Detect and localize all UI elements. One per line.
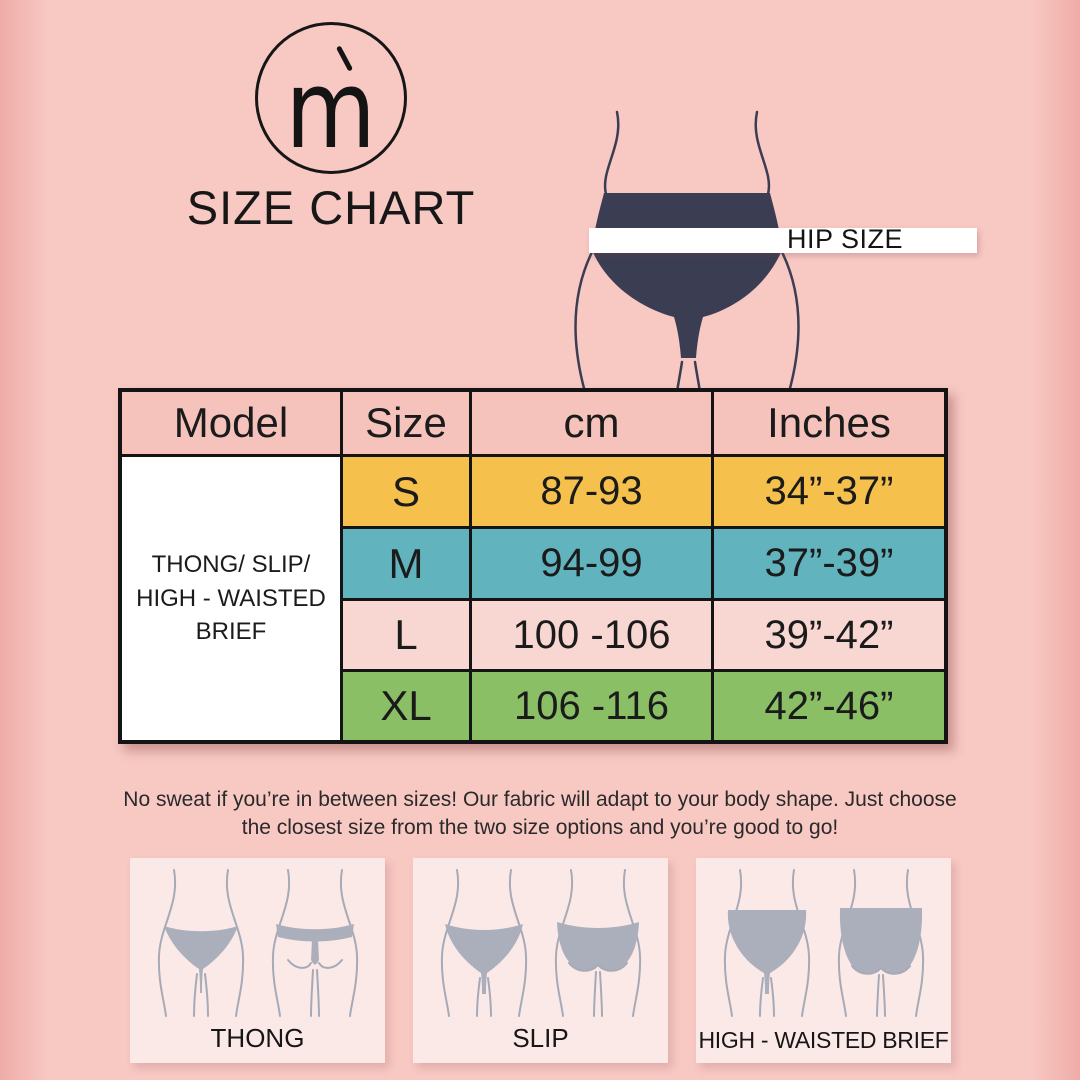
table-header-size: Size bbox=[343, 392, 469, 454]
leg-outline-right bbox=[780, 250, 800, 394]
body-outline-left bbox=[603, 110, 620, 196]
model-cell: THONG/ SLIP/ HIGH - WAISTED BRIEF bbox=[122, 457, 340, 740]
page-title: SIZE CHART bbox=[186, 181, 476, 234]
size-m-cm: 94-99 bbox=[472, 529, 711, 598]
size-l-cm: 100 -106 bbox=[472, 601, 711, 669]
model-line: HIGH - WAISTED bbox=[136, 584, 326, 612]
style-panels: THONG SLIP bbox=[130, 858, 951, 1063]
sizing-note-line1: No sweat if you’re in between sizes! Our… bbox=[123, 788, 957, 811]
size-l-cell: L bbox=[343, 601, 469, 669]
brand-logo: m bbox=[255, 22, 407, 174]
panel-slip: SLIP bbox=[413, 858, 668, 1063]
size-xl-cell: XL bbox=[343, 672, 469, 740]
slip-illustration bbox=[440, 869, 641, 1017]
hip-size-bar bbox=[589, 228, 977, 253]
panel-high-waisted-brief: HIGH - WAISTED BRIEF bbox=[696, 858, 951, 1063]
size-s-cell: S bbox=[343, 457, 469, 526]
size-m-inches: 37”-39” bbox=[714, 529, 944, 598]
panel-slip-label: SLIP bbox=[512, 1023, 569, 1053]
high-waisted-brief-illustration bbox=[723, 869, 924, 1017]
size-l-inches: 39”-42” bbox=[714, 601, 944, 669]
leg-outline-left bbox=[574, 250, 594, 394]
table-header-model: Model bbox=[122, 392, 340, 454]
size-m-cell: M bbox=[343, 529, 469, 598]
sizing-note-line2: the closest size from the two size optio… bbox=[241, 816, 839, 839]
hip-measure-illustration: HIP SIZE bbox=[574, 110, 977, 394]
brand-logo-letter: m bbox=[285, 48, 377, 173]
panel-thong: THONG bbox=[130, 858, 385, 1063]
table-header-inches: Inches bbox=[714, 392, 944, 454]
panel-thong-label: THONG bbox=[210, 1023, 305, 1053]
sizing-note: No sweat if you’re in between sizes! Our… bbox=[0, 786, 1080, 842]
size-s-inches: 34”-37” bbox=[714, 457, 944, 526]
model-line: THONG/ SLIP/ bbox=[151, 551, 311, 579]
model-line: BRIEF bbox=[195, 618, 267, 646]
brief-silhouette bbox=[592, 193, 782, 358]
thong-illustration bbox=[157, 869, 358, 1017]
size-xl-cm: 106 -116 bbox=[472, 672, 711, 740]
size-xl-inches: 42”-46” bbox=[714, 672, 944, 740]
table-header-cm: cm bbox=[472, 392, 711, 454]
hip-size-label: HIP SIZE bbox=[787, 224, 903, 254]
size-chart-table: Model Size cm Inches THONG/ SLIP/ HIGH -… bbox=[118, 388, 948, 744]
body-outline-right bbox=[754, 110, 771, 196]
panel-high-waisted-brief-label: HIGH - WAISTED BRIEF bbox=[698, 1027, 949, 1053]
size-s-cm: 87-93 bbox=[472, 457, 711, 526]
